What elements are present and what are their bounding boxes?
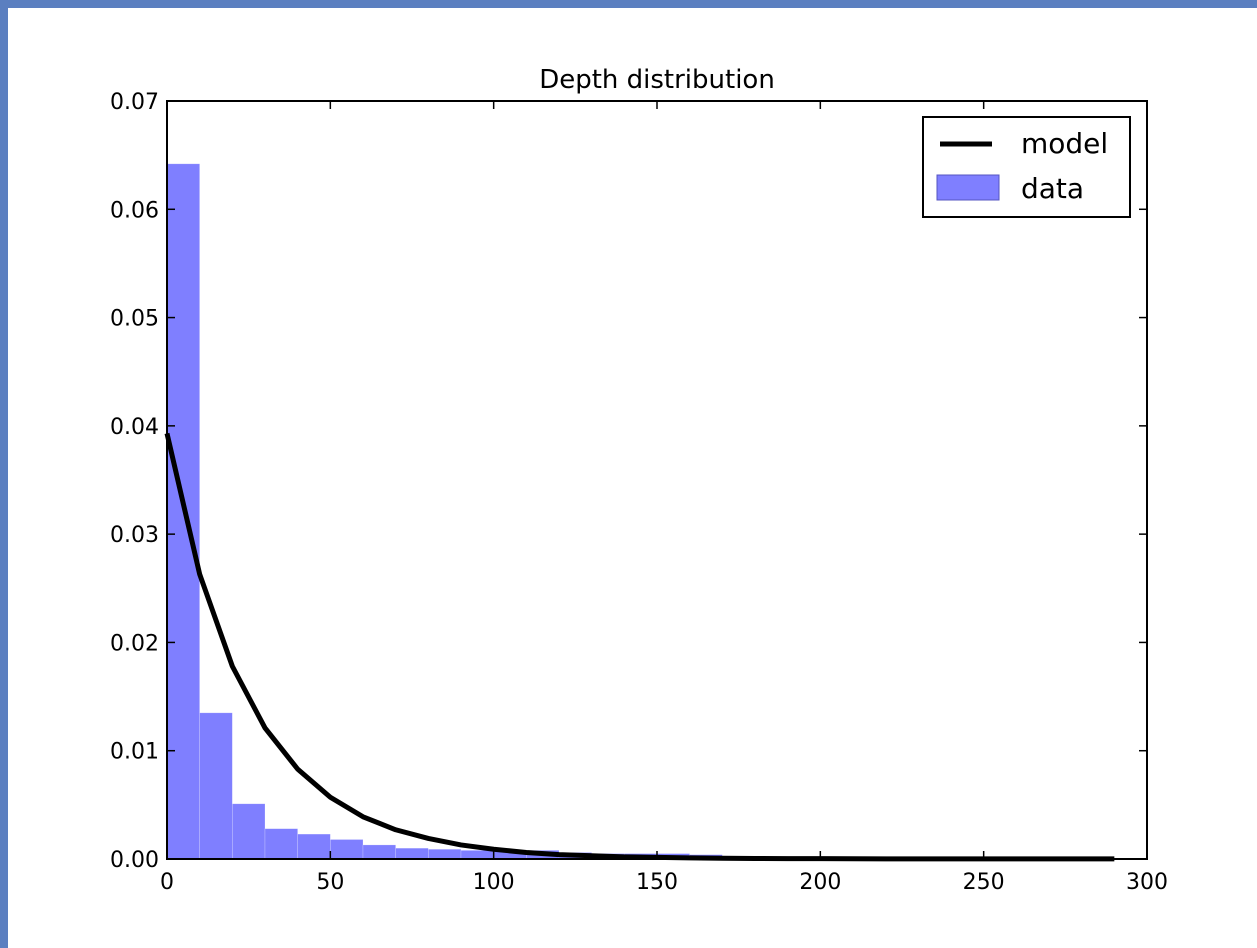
histogram-bar: [199, 712, 233, 860]
x-tick-label: 50: [316, 870, 344, 895]
x-tick-label: 300: [1126, 870, 1168, 895]
histogram-bar: [428, 848, 462, 860]
depth-distribution-chart: Depth distribution 0 50 100 150 200 250 300 0.…: [110, 65, 1168, 895]
y-tick-label: 0.02: [110, 631, 159, 656]
histogram-bars: [166, 163, 1115, 860]
model-line-group: [164, 432, 1115, 862]
x-tick-label: 250: [963, 870, 1005, 895]
legend-data-swatch: [936, 174, 1000, 201]
x-axis: 0 50 100 150 200 250 300: [160, 101, 1168, 895]
y-axis: 0.00 0.01 0.02 0.03 0.04 0.05 0.06 0.07: [110, 90, 1147, 873]
x-tick-label: 0: [160, 870, 174, 895]
legend-data-label: data: [1021, 172, 1084, 205]
y-tick-label: 0.00: [110, 848, 159, 873]
histogram-bar: [362, 844, 396, 860]
y-tick-label: 0.05: [110, 307, 159, 332]
model-line: [164, 432, 1115, 862]
histogram-bar: [330, 839, 364, 860]
y-tick-label: 0.07: [110, 90, 159, 115]
histogram-bar: [460, 850, 494, 860]
figure-frame: Depth distribution 0 50 100 150 200 250 300 0.…: [8, 8, 1257, 948]
legend-model-label: model: [1021, 127, 1108, 160]
histogram-bar: [232, 803, 266, 860]
legend: model data: [922, 116, 1131, 218]
histogram-bar: [264, 828, 298, 860]
x-tick-label: 150: [636, 870, 678, 895]
histogram-bar: [297, 833, 331, 860]
histogram-bar: [395, 847, 429, 860]
y-tick-label: 0.06: [110, 198, 159, 223]
x-tick-label: 100: [473, 870, 515, 895]
y-tick-label: 0.04: [110, 415, 159, 440]
chart-title: Depth distribution: [539, 65, 775, 95]
x-tick-label: 200: [799, 870, 841, 895]
y-tick-label: 0.03: [110, 523, 159, 548]
y-tick-label: 0.01: [110, 740, 159, 765]
